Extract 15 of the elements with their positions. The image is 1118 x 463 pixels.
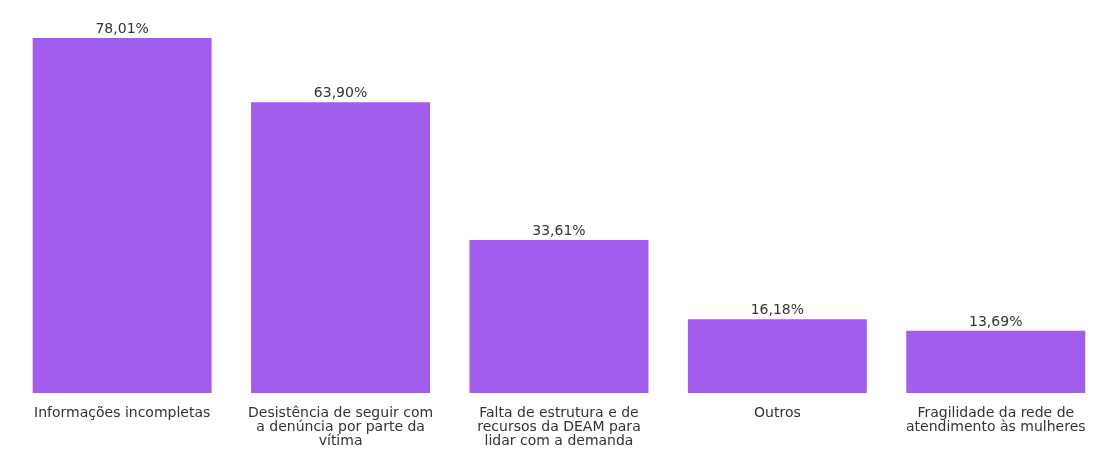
data-label: 63,90% [313,84,368,101]
bar [251,102,431,393]
bar [469,240,649,393]
bar [32,38,212,393]
x-tick-label: Desistência de seguir com a denúncia por parte da vítima [248,403,434,448]
x-tick-label: Falta de estrutura e de recursos da DEAM para lidar com a demanda [477,403,641,448]
data-label: 13,69% [969,312,1023,329]
bar [906,330,1086,393]
data-label: 78,01% [95,20,149,36]
x-tick-label: Fragilidade da rede de atendimento às mulheres [906,403,1086,434]
x-tick-label: Informações incompletas [34,403,211,420]
x-tick-label: Outros [754,403,801,420]
data-label: 33,61% [532,222,586,239]
bar [687,319,867,393]
data-label: 16,18% [750,301,805,318]
